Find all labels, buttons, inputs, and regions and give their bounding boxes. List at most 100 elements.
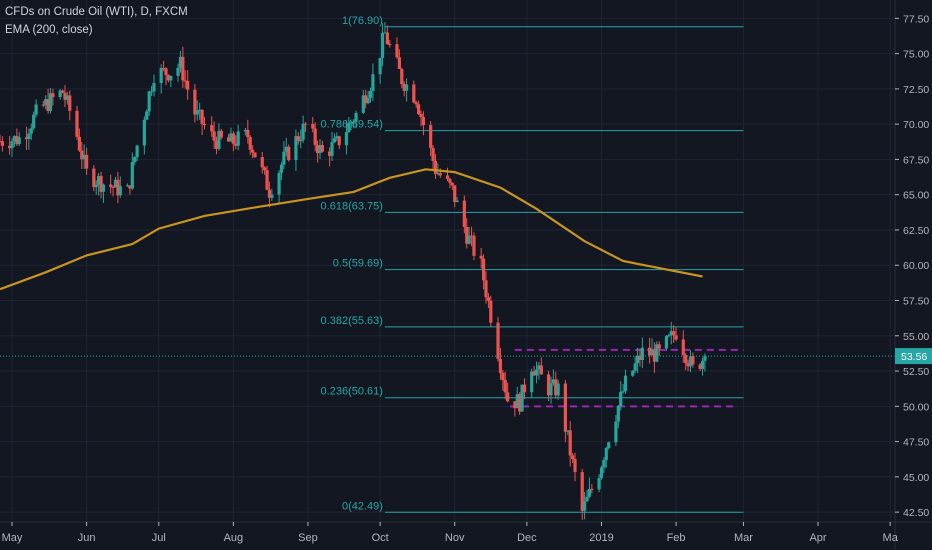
candle-body [684, 355, 688, 364]
candle-body [159, 68, 163, 84]
candle-body [597, 478, 601, 490]
x-tick-label: Dec [517, 532, 537, 544]
candle-body [166, 75, 171, 81]
candle-body [571, 455, 575, 460]
candle-body [604, 447, 608, 461]
candle-body [698, 364, 702, 369]
candle-body [116, 179, 120, 196]
candle-body [400, 68, 404, 85]
candle-body [607, 442, 611, 448]
candle-body [650, 349, 654, 356]
candle-body [183, 80, 187, 82]
x-tick-label: Sep [298, 532, 318, 544]
candle-body [85, 154, 89, 169]
candle-body [652, 349, 657, 362]
candle-body [149, 91, 154, 93]
candle-body [178, 56, 183, 68]
candle-body [265, 170, 269, 190]
candle-body [383, 32, 387, 34]
candle-body [513, 401, 517, 409]
candle-body [667, 335, 671, 337]
y-tick-label: 45.00 [903, 472, 929, 484]
candle-body [236, 131, 240, 146]
candle-body [270, 194, 274, 198]
fib-level-label: 0.618(63.75) [321, 200, 383, 212]
candle-body [219, 130, 223, 138]
candle-body [234, 143, 238, 146]
candle-body [414, 102, 418, 105]
y-tick-label: 62.50 [903, 225, 929, 237]
candle-body [556, 383, 560, 396]
candle-body [246, 129, 250, 138]
candle-body [92, 168, 96, 188]
candle-body [24, 137, 29, 140]
candle-body [635, 355, 640, 364]
candle-body [51, 93, 55, 98]
y-tick-label: 57.50 [903, 296, 929, 308]
candle-body [41, 104, 45, 106]
candle-body [412, 84, 416, 103]
candle-body [34, 104, 38, 115]
candle-body [450, 182, 454, 186]
candle-body [75, 110, 79, 137]
candle-body [518, 394, 522, 412]
candle-body [496, 322, 500, 359]
fib-level-label: 0.5(59.69) [333, 258, 383, 270]
candle-body [332, 138, 337, 143]
candle-body [8, 145, 12, 149]
legend-symbol: CFDs on Crude Oil (WTI), D, FXCM [5, 6, 188, 18]
candle-body [58, 90, 62, 98]
candle-body [361, 95, 365, 113]
candle-body [80, 150, 84, 160]
candle-body [44, 99, 48, 106]
candle-body [162, 68, 166, 70]
y-tick-label: 42.50 [903, 507, 929, 519]
candle-body [640, 347, 644, 361]
candle-body [585, 496, 589, 502]
candle-body [429, 125, 433, 148]
y-tick-label: 55.00 [903, 331, 929, 343]
candle-body [568, 430, 572, 456]
candle-body [169, 75, 173, 81]
last-price-badge [895, 348, 932, 365]
candle-body [462, 200, 466, 227]
candle-body [388, 44, 392, 46]
candle-body [152, 83, 156, 92]
candle-body [657, 344, 661, 349]
y-tick-label: 72.50 [903, 84, 929, 96]
candle-body [17, 137, 21, 145]
candle-body [12, 136, 17, 142]
candle-body [243, 129, 248, 132]
candle-body [294, 136, 298, 161]
candle-body [479, 255, 483, 259]
candle-body [164, 68, 168, 76]
candle-body [484, 280, 488, 298]
candle-body [614, 421, 618, 443]
x-tick-label: Ma [883, 532, 899, 544]
candle-body [32, 114, 36, 129]
x-tick-label: Apr [809, 532, 826, 544]
candle-body [378, 57, 382, 75]
candle-body [498, 358, 503, 373]
candle-body [97, 175, 101, 185]
candle-body [633, 363, 637, 371]
candle-body [448, 178, 452, 183]
candle-body [436, 173, 440, 175]
candle-body [583, 501, 587, 511]
candle-body [481, 258, 486, 281]
candle-body [10, 141, 14, 149]
candle-body [686, 363, 690, 367]
candle-body [438, 173, 442, 176]
candle-body [691, 356, 695, 365]
candle-body [212, 131, 216, 141]
candle-body [214, 140, 219, 149]
candle-body [566, 430, 570, 432]
candle-body [186, 80, 190, 90]
candle-body [681, 339, 685, 356]
candle-body [669, 331, 673, 336]
candle-body [142, 119, 146, 146]
ema-200-line [0, 168, 703, 291]
candle-body [29, 128, 33, 134]
candle-body [111, 186, 115, 188]
